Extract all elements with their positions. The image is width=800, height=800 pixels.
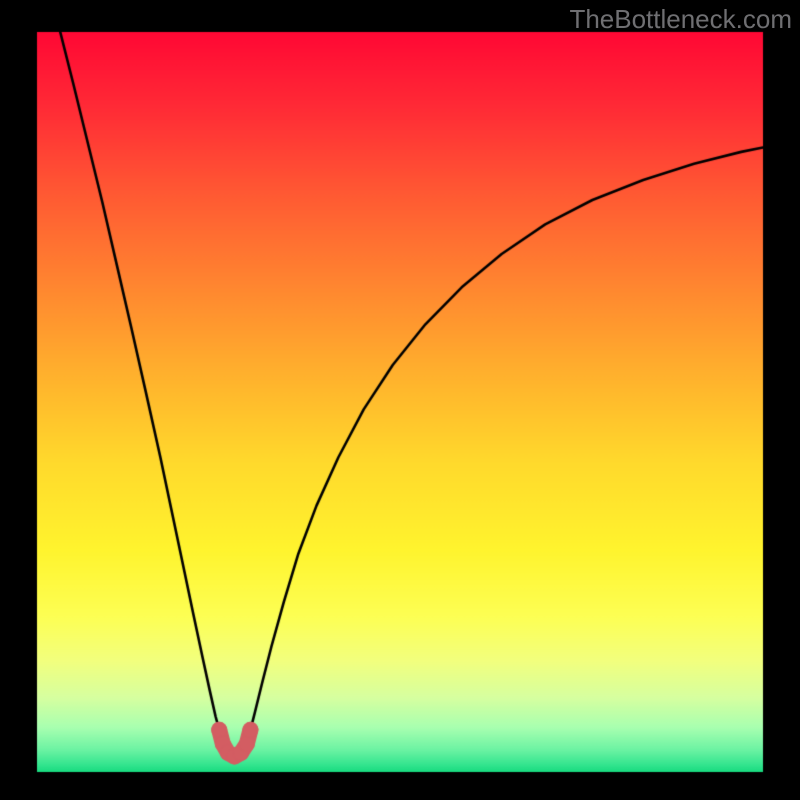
chart-stage: TheBottleneck.com <box>0 0 800 800</box>
bottleneck-chart-canvas <box>0 0 800 800</box>
